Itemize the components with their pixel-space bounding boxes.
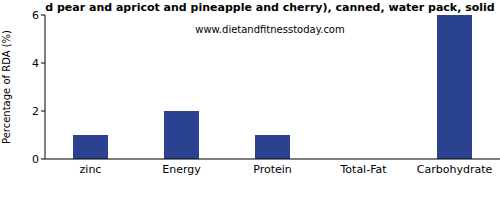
y-axis-label: Percentage of RDA (%) xyxy=(1,30,12,144)
x-tick-label: zinc xyxy=(80,163,102,176)
y-tick-label: 4 xyxy=(32,57,39,70)
chart: d pear and apricot and pineapple and che… xyxy=(0,0,500,200)
x-tick-label: Energy xyxy=(162,163,201,176)
x-tick-label: Total-Fat xyxy=(339,163,387,176)
y-tick-label: 0 xyxy=(32,153,39,166)
y-tick xyxy=(41,159,45,160)
subtitle: www.dietandfitnesstoday.com xyxy=(195,24,344,35)
y-tick xyxy=(41,111,45,112)
bar xyxy=(255,135,290,159)
x-tick-label: Protein xyxy=(253,163,292,176)
y-tick-label: 6 xyxy=(32,9,39,22)
bar xyxy=(437,15,472,159)
title: d pear and apricot and pineapple and che… xyxy=(45,1,494,14)
bar xyxy=(164,111,199,159)
bars xyxy=(73,15,472,159)
y-tick xyxy=(41,15,45,16)
y-tick-label: 2 xyxy=(32,105,39,118)
bar xyxy=(73,135,108,159)
y-tick xyxy=(41,63,45,64)
x-axis xyxy=(45,159,500,160)
x-tick-label: Carbohydrate xyxy=(417,163,493,176)
y-axis xyxy=(45,15,46,159)
